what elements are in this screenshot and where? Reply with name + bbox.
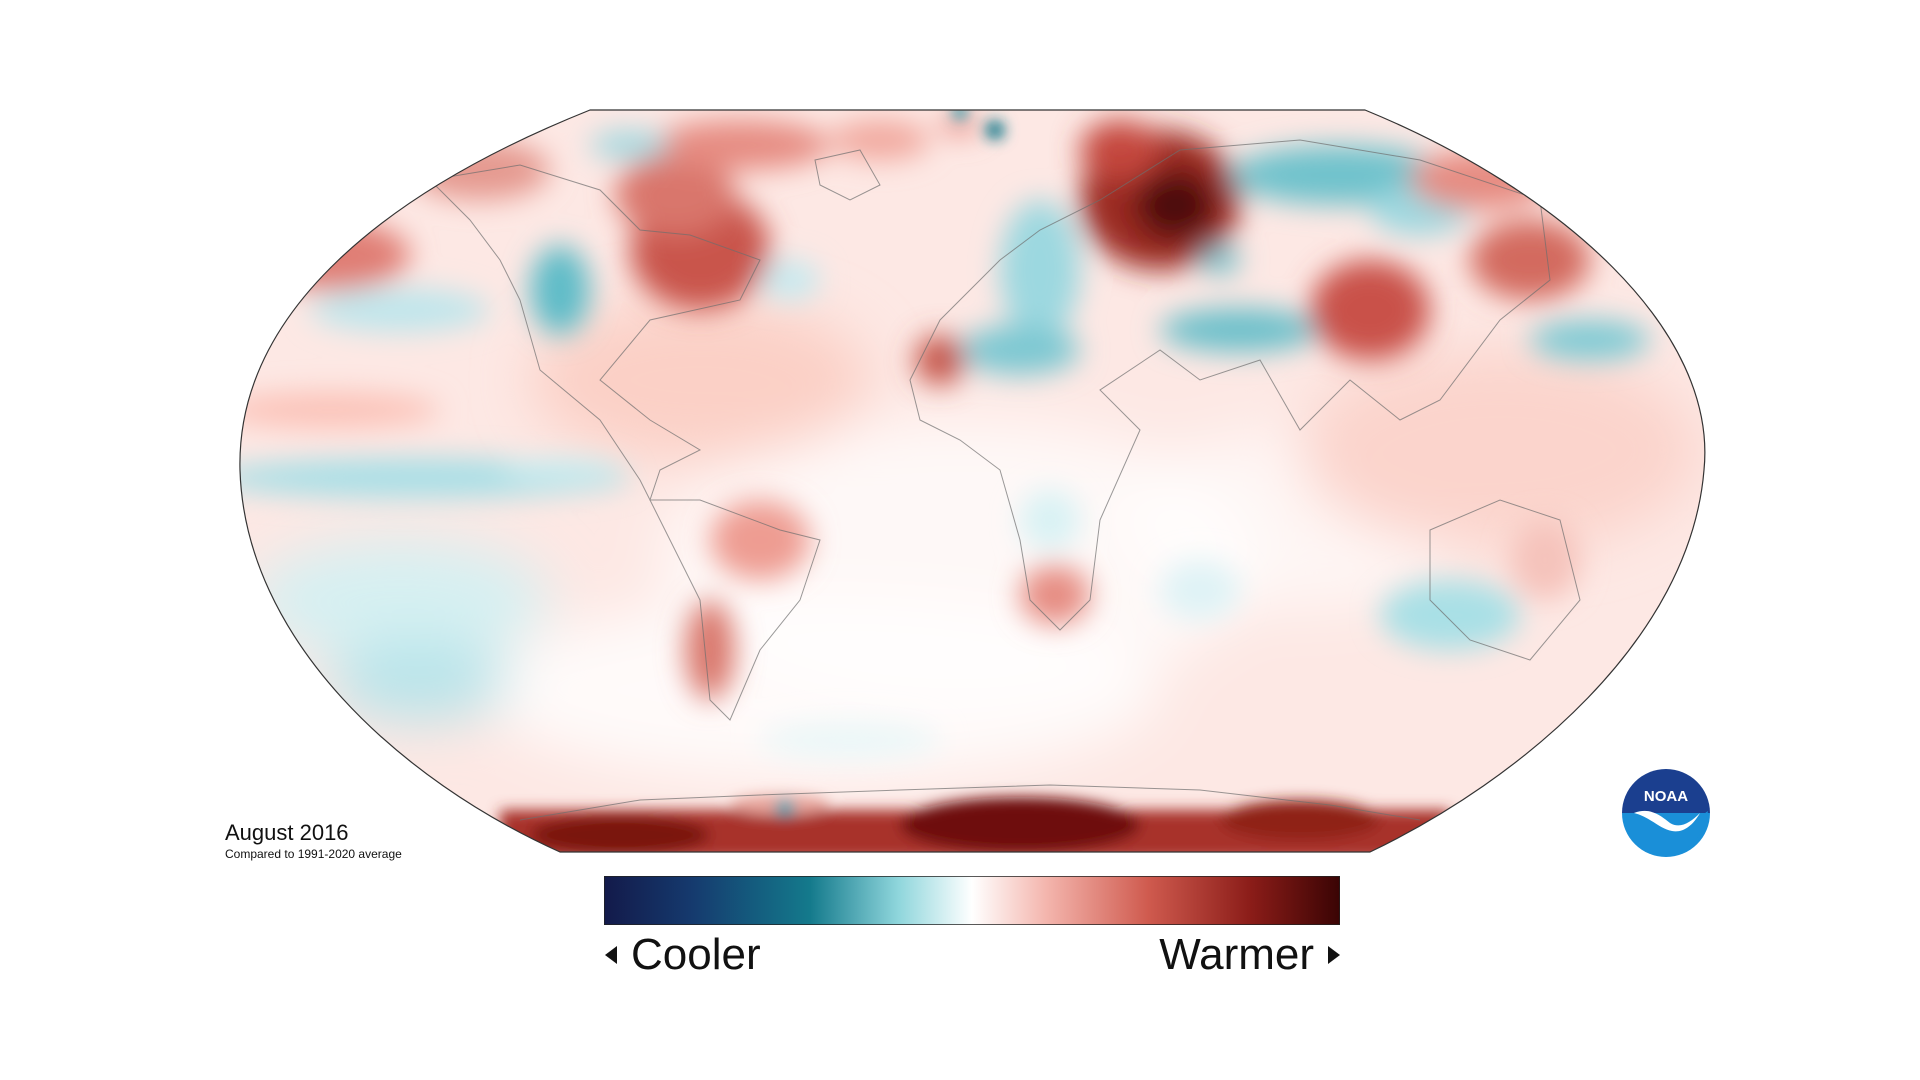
noaa-logo-text: NOAA [1644, 788, 1688, 805]
warmer-text: Warmer [1159, 930, 1314, 979]
warmer-label: Warmer [1159, 930, 1340, 980]
triangle-right-icon [1328, 946, 1340, 964]
map-outline [239, 109, 1706, 853]
map-subtitle: Compared to 1991-2020 average [225, 847, 402, 861]
colorbar [604, 876, 1340, 925]
anomaly-field [239, 110, 1705, 852]
noaa-logo-icon: NOAA [1622, 769, 1710, 857]
coastlines [428, 139, 1581, 821]
cooler-label: Cooler [605, 930, 761, 980]
cooler-text: Cooler [631, 930, 761, 979]
map-title: August 2016 [225, 820, 349, 845]
triangle-left-icon [605, 946, 617, 964]
